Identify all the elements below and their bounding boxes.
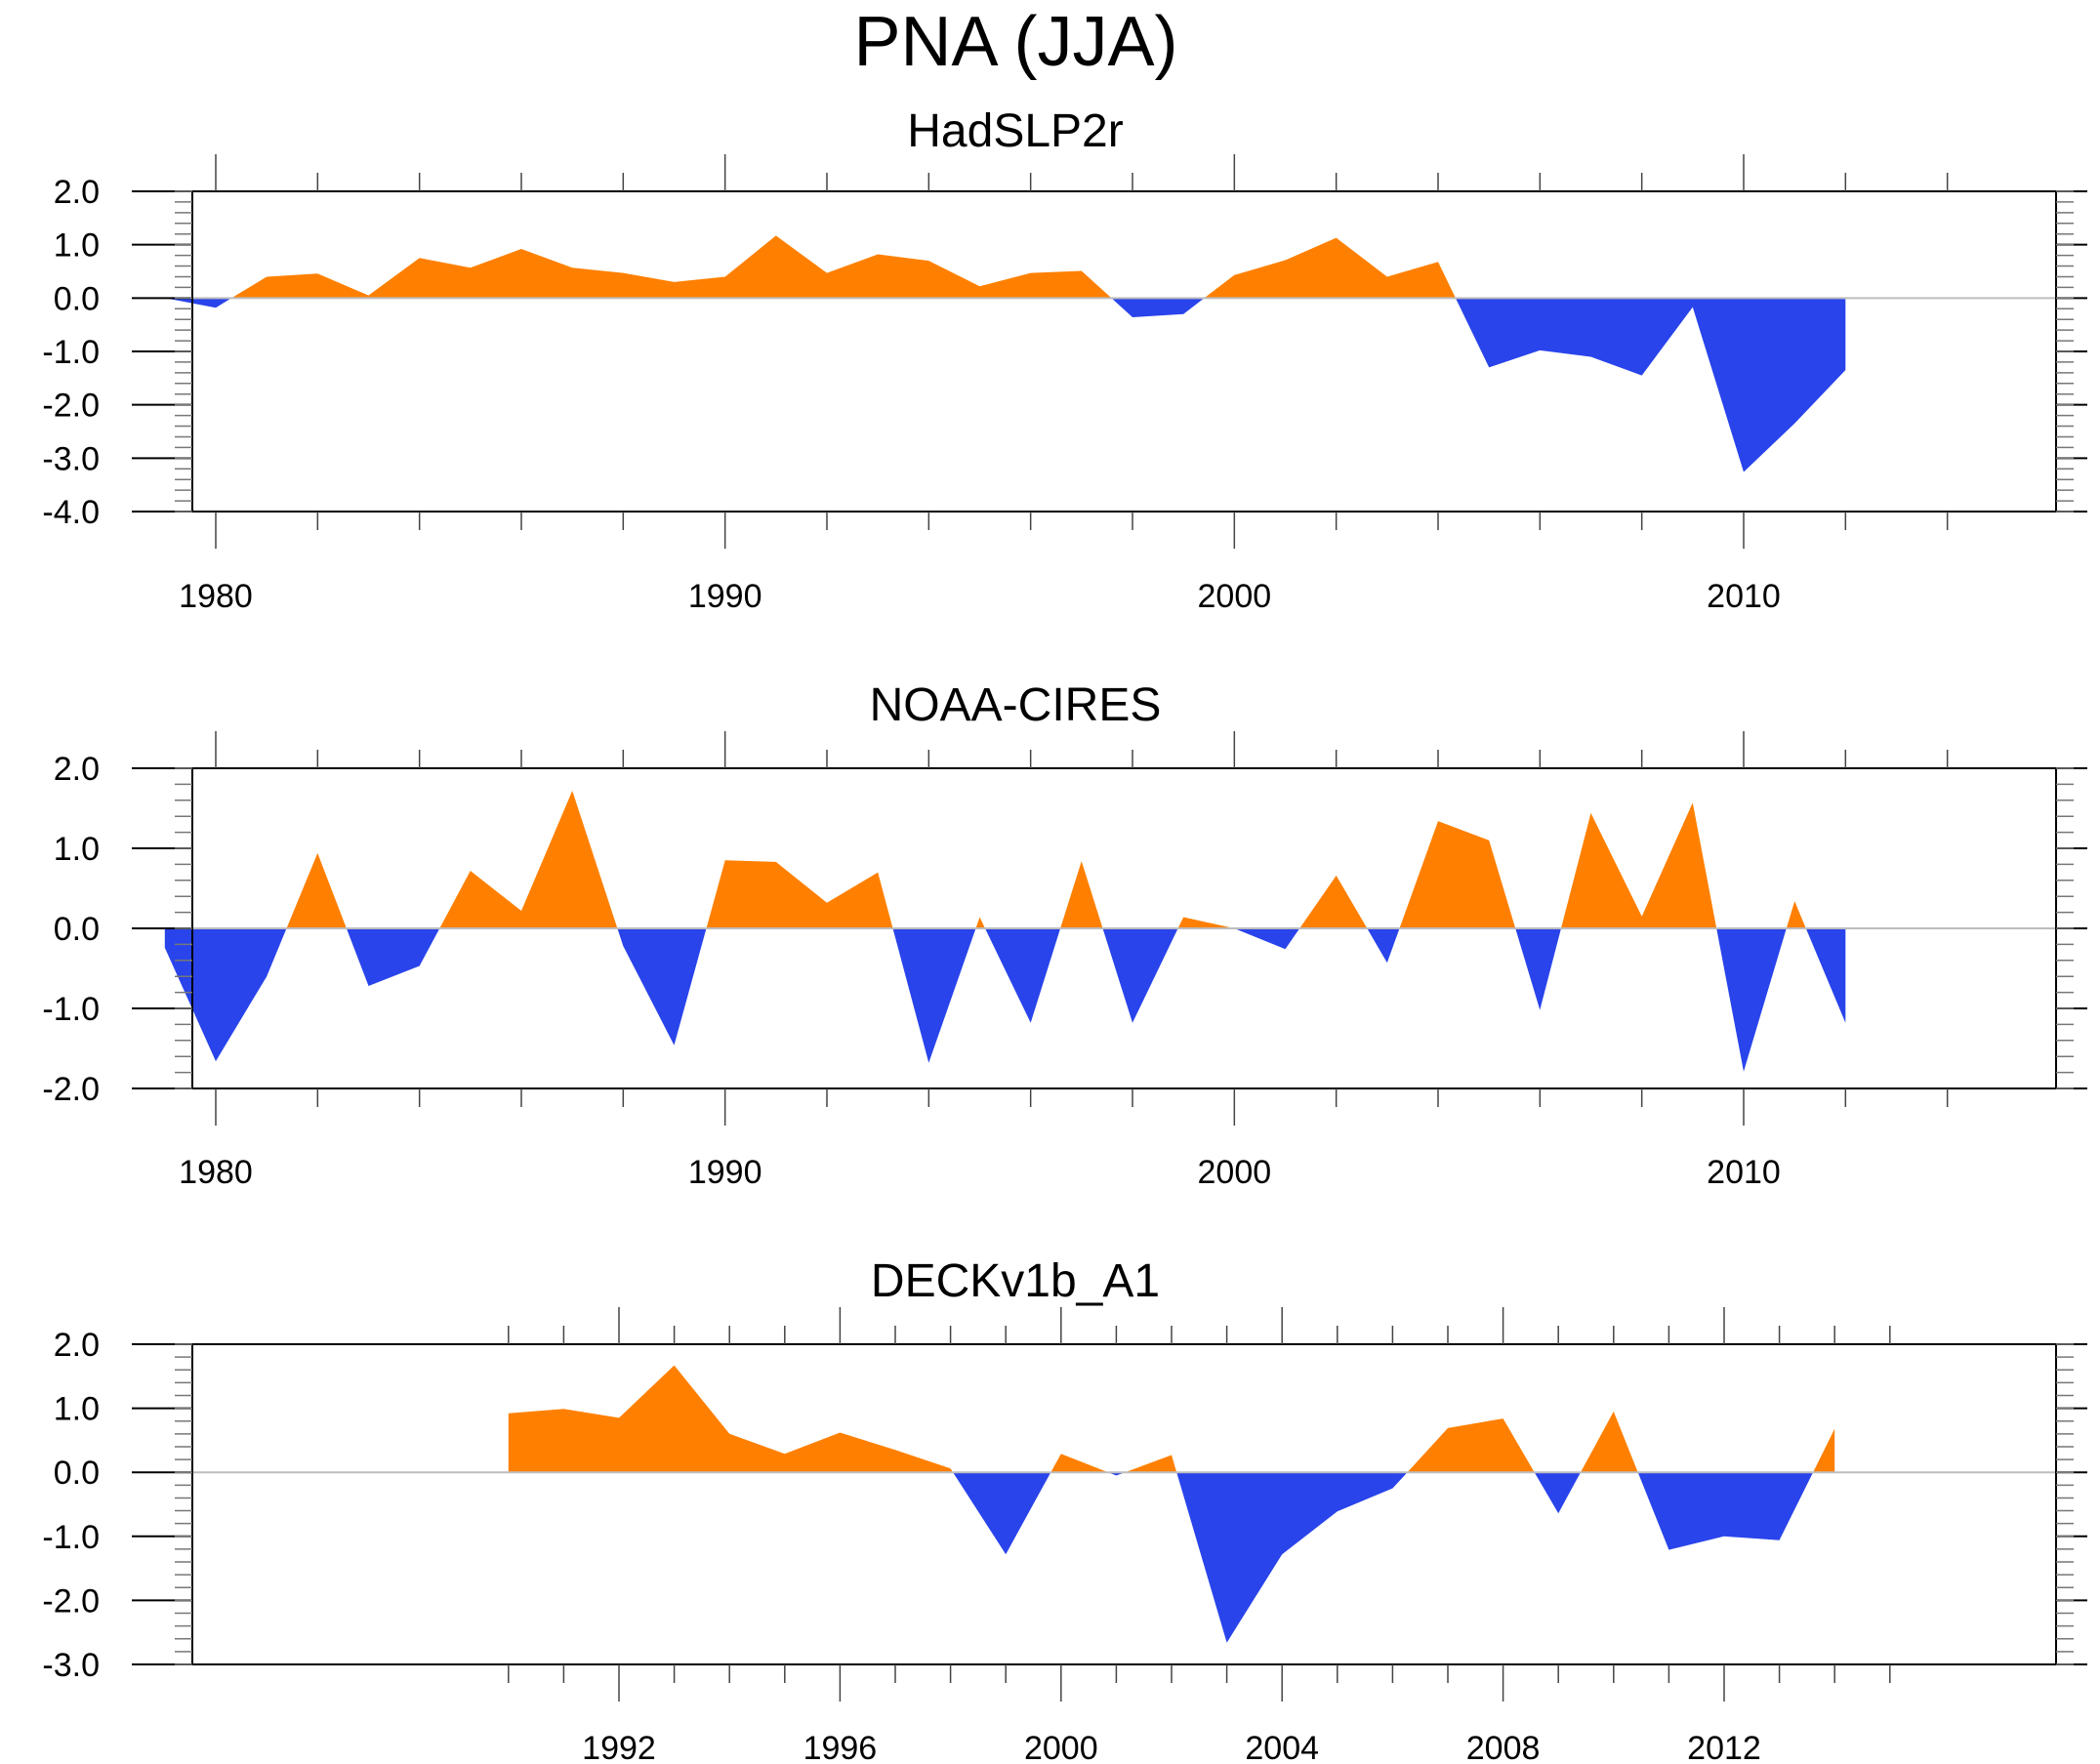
negative-area <box>1176 1472 1408 1643</box>
positive-area <box>1407 1418 1535 1473</box>
negative-area <box>1534 1472 1581 1514</box>
positive-area <box>1050 1454 1109 1473</box>
y-tick-label: -1.0 <box>42 991 100 1028</box>
positive-area <box>1299 875 1368 928</box>
x-tick-label: 1996 <box>803 1730 878 1764</box>
y-tick-label: -1.0 <box>42 334 100 371</box>
negative-area <box>953 1472 1051 1555</box>
negative-area <box>617 928 707 1046</box>
y-tick-label: -2.0 <box>42 1582 100 1620</box>
y-tick-label: 2.0 <box>54 174 100 211</box>
y-tick-label: 1.0 <box>54 831 100 868</box>
y-tick-label: 2.0 <box>54 1327 100 1364</box>
negative-area <box>1102 928 1178 1023</box>
y-tick-label: -3.0 <box>42 1647 100 1684</box>
positive-area <box>1813 1428 1835 1473</box>
positive-area <box>1177 917 1235 928</box>
x-tick-label: 2010 <box>1707 578 1781 615</box>
positive-area <box>1581 1411 1638 1473</box>
y-tick-label: -2.0 <box>42 388 100 425</box>
negative-area <box>164 928 287 1062</box>
negative-area <box>1637 1472 1814 1550</box>
y-tick-label: 1.0 <box>54 1391 100 1428</box>
negative-area <box>1111 298 1205 317</box>
y-tick-label: -4.0 <box>42 494 100 531</box>
y-tick-label: -1.0 <box>42 1519 100 1556</box>
x-tick-label: 2000 <box>1198 578 1272 615</box>
panel-2: NOAA-CIRES -2.0 -1.0 0.0 1.0 2.0 1980 1990 2000 2… <box>42 679 2087 1191</box>
plot-frame <box>191 1343 2057 1665</box>
negative-area <box>985 928 1061 1023</box>
positive-area <box>1561 802 1717 928</box>
x-tick-label: 1990 <box>688 1154 762 1191</box>
positive-area <box>1060 861 1103 928</box>
panel-1: HadSLP2r -4.0 -3.0 -2.0 -1.0 0.0 1.0 2.0 1980 199… <box>42 105 2087 615</box>
x-tick-label: 2000 <box>1024 1730 1098 1764</box>
panel-title: HadSLP2r <box>907 105 1123 157</box>
x-tick-label: 2012 <box>1687 1730 1761 1764</box>
negative-area <box>1716 928 1787 1072</box>
positive-area <box>1204 237 1456 299</box>
positive-area <box>1399 821 1516 928</box>
negative-area <box>346 928 440 986</box>
negative-area <box>1515 928 1561 1010</box>
positive-area <box>975 917 985 928</box>
y-tick-label: -2.0 <box>42 1071 100 1108</box>
x-tick-label: 1990 <box>688 578 762 615</box>
x-tick-label: 2000 <box>1198 1154 1272 1191</box>
negative-area <box>1234 928 1300 950</box>
negative-area <box>1805 928 1846 1023</box>
negative-area <box>892 928 976 1063</box>
x-tick-label: 2008 <box>1466 1730 1541 1764</box>
figure-title: PNA (JJA) <box>853 3 1178 81</box>
y-tick-label: 1.0 <box>54 227 100 265</box>
y-tick-label: 0.0 <box>54 280 100 317</box>
y-tick-label: 0.0 <box>54 911 100 948</box>
y-tick-label: -3.0 <box>42 440 100 477</box>
y-tick-label: 0.0 <box>54 1455 100 1492</box>
x-tick-label: 2010 <box>1707 1154 1781 1191</box>
positive-area <box>1125 1455 1177 1473</box>
panel-title: DECKv1b_A1 <box>871 1255 1160 1307</box>
positive-area <box>231 235 1112 299</box>
y-tick-label: 2.0 <box>54 751 100 788</box>
positive-area <box>286 852 347 928</box>
panel-3: DECKv1b_A1 -3.0 -2.0 -1.0 0.0 1.0 2.0 1992 1996 2… <box>42 1255 2087 1764</box>
positive-area <box>706 860 893 928</box>
x-tick-label: 1980 <box>179 1154 253 1191</box>
positive-area <box>439 791 618 928</box>
positive-area <box>1786 901 1806 928</box>
x-tick-label: 1980 <box>179 578 253 615</box>
x-tick-label: 1992 <box>582 1730 656 1764</box>
x-tick-label: 2004 <box>1245 1730 1319 1764</box>
negative-area <box>164 298 232 308</box>
negative-area <box>1455 298 1846 472</box>
negative-area <box>1367 928 1400 964</box>
panel-title: NOAA-CIRES <box>870 679 1162 731</box>
positive-area <box>508 1365 954 1473</box>
